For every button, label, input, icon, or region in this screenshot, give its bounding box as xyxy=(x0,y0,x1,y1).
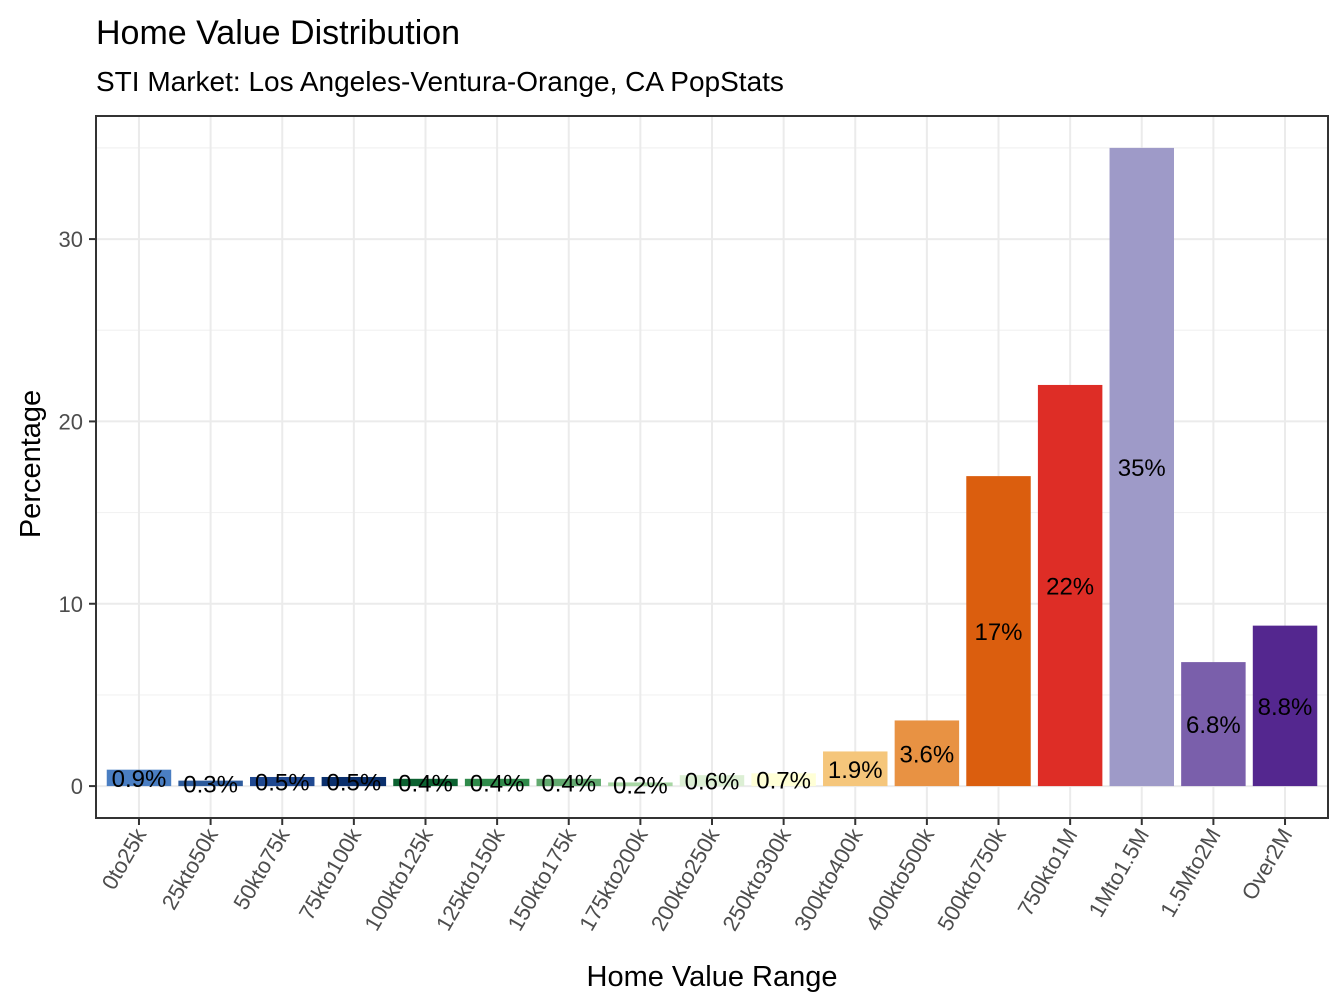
x-tick-label: 750kto1M xyxy=(1013,824,1083,920)
bar-125kto150k xyxy=(464,778,530,787)
x-tick-label: 250kto300k xyxy=(717,823,796,935)
y-tick-label: 30 xyxy=(59,227,83,252)
y-tick-label: 20 xyxy=(59,409,83,434)
bar-75kto100k xyxy=(321,776,387,787)
bar-300kto400k xyxy=(823,751,888,787)
data-label-125kto150k: 0.4% xyxy=(470,770,525,797)
bar-25kto50k xyxy=(178,780,243,787)
y-tick-label: 0 xyxy=(71,774,83,799)
data-label-0to25k: 0.9% xyxy=(112,766,167,793)
bar-50kto75k xyxy=(250,776,315,787)
y-tick-label: 10 xyxy=(59,592,83,617)
data-label-100kto125k: 0.4% xyxy=(398,770,453,797)
bar-500kto750k xyxy=(966,476,1031,787)
bar-200kto250k xyxy=(679,775,745,787)
data-label-1Mto1.5M: 35% xyxy=(1118,455,1166,482)
x-tick-label: 200kto250k xyxy=(646,823,725,935)
x-tick-label: 500kto750k xyxy=(932,823,1011,935)
x-tick-label: 1.5Mto2M xyxy=(1155,824,1226,921)
bar-1Mto1.5M xyxy=(1109,147,1174,787)
chart-subtitle: STI Market: Los Angeles-Ventura-Orange, … xyxy=(96,66,784,97)
x-tick-label: 1Mto1.5M xyxy=(1084,824,1155,921)
data-label-400kto500k: 3.6% xyxy=(900,741,955,768)
x-tick-label: 25kto50k xyxy=(157,823,224,914)
x-tick-label: 50kto75k xyxy=(228,823,295,914)
y-axis-title: Percentage xyxy=(15,390,47,538)
chart-title: Home Value Distribution xyxy=(96,14,460,52)
x-tick-label: 75kto100k xyxy=(294,823,367,924)
x-tick-label: 175kto200k xyxy=(574,823,653,935)
data-label-750kto1M: 22% xyxy=(1046,574,1094,601)
bar-100kto125k xyxy=(393,778,458,787)
x-tick-label: 300kto400k xyxy=(789,823,868,935)
x-tick-label: 150kto175k xyxy=(503,823,582,935)
bar-1.5Mto2M xyxy=(1181,662,1246,787)
x-tick-label: 0to25k xyxy=(97,823,152,894)
data-label-200kto250k: 0.6% xyxy=(685,769,740,796)
bar-150kto175k xyxy=(536,778,601,787)
bar-0to25k xyxy=(106,769,172,787)
data-label-75kto100k: 0.5% xyxy=(327,770,382,797)
bar-Over2M xyxy=(1252,625,1318,787)
data-label-250kto300k: 0.7% xyxy=(756,768,811,795)
data-label-1.5Mto2M: 6.8% xyxy=(1186,712,1241,739)
x-tick-label: Over2M xyxy=(1237,824,1298,904)
bar-175kto200k xyxy=(608,782,673,787)
bar-250kto300k xyxy=(751,773,816,787)
data-label-25kto50k: 0.3% xyxy=(183,771,238,798)
x-tick-label: 125kto150k xyxy=(431,823,510,935)
x-tick-label: 100kto125k xyxy=(359,823,438,935)
data-label-300kto400k: 1.9% xyxy=(828,757,883,784)
x-axis-title: Home Value Range xyxy=(587,961,838,993)
data-label-150kto175k: 0.4% xyxy=(541,770,596,797)
plot-area: 0.9% 0.3% 0.5% 0.5% 0.4% 0.4% 0.4% 0.2% 0.6% 0.7%… xyxy=(59,115,1329,935)
data-label-175kto200k: 0.2% xyxy=(613,772,668,799)
bar-750kto1M xyxy=(1037,384,1103,787)
data-label-500kto750k: 17% xyxy=(974,619,1022,646)
data-label-Over2M: 8.8% xyxy=(1258,694,1313,721)
x-tick-label: 400kto500k xyxy=(861,823,940,935)
data-label-50kto75k: 0.5% xyxy=(255,770,310,797)
bar-400kto500k xyxy=(894,720,960,787)
